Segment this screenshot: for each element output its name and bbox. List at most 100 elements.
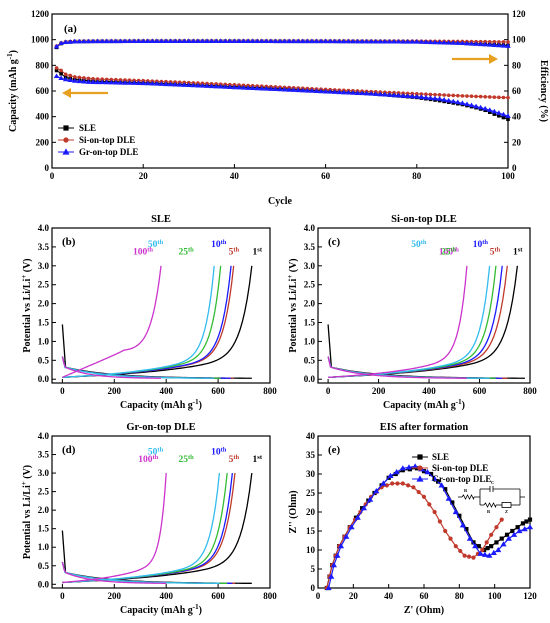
y-axis-title-d-part: + — [20, 481, 28, 485]
y-axis-title-e: Z'' (Ohm) — [288, 490, 299, 533]
data-point-a-2 — [473, 103, 479, 109]
data-point-a-5 — [181, 38, 188, 44]
data-point-a-5 — [300, 38, 306, 44]
data-point-e-0 — [515, 525, 520, 530]
data-point-a-2 — [386, 92, 393, 97]
data-point-e-1 — [458, 548, 463, 554]
data-point-a-5 — [363, 38, 370, 44]
data-point-a-2 — [245, 85, 251, 90]
data-point-a-5 — [208, 38, 215, 44]
data-point-e-0 — [476, 544, 481, 549]
data-point-a-2 — [345, 89, 352, 95]
data-point-a-2 — [172, 81, 178, 87]
y-tick-label-e: 5 — [311, 564, 316, 574]
data-point-a-5 — [418, 39, 425, 44]
data-point-e-2 — [431, 475, 438, 481]
data-point-a-5 — [318, 38, 324, 44]
data-point-e-0 — [471, 540, 476, 545]
data-point-e-2 — [380, 480, 387, 486]
data-point-e-2 — [511, 531, 518, 537]
y-tick-label-a: 0 — [45, 163, 50, 173]
data-point-a-1 — [123, 78, 127, 82]
data-point-a-1 — [474, 94, 478, 99]
cycle-label-b: 100th — [133, 246, 153, 258]
data-point-a-5 — [144, 38, 151, 44]
x-tick-label-d: 0 — [60, 591, 65, 601]
data-point-e-1 — [411, 485, 416, 490]
x-axis-title-d-part: -1 — [193, 603, 199, 611]
series-line-a-2 — [56, 75, 509, 117]
y-axis-title-a-part: ) — [8, 50, 19, 53]
panel-title-e: EIS after formation — [380, 422, 469, 433]
data-point-a-1 — [54, 66, 59, 70]
data-point-a-1 — [469, 94, 474, 99]
series-line-e-0 — [326, 467, 531, 589]
data-point-a-2 — [204, 83, 210, 88]
data-point-a-5 — [167, 38, 174, 44]
y2-tick-label-a: 120 — [512, 9, 526, 19]
x-tick-label-b: 600 — [211, 386, 225, 396]
cycle-label-suffix: th — [147, 246, 153, 253]
data-point-a-2 — [108, 79, 115, 85]
data-point-a-2 — [336, 89, 343, 95]
x-tick-label-b: 200 — [108, 386, 122, 396]
data-point-a-1 — [506, 95, 510, 100]
data-point-e-2 — [438, 482, 445, 488]
y2-tick-label-a: 20 — [512, 137, 522, 147]
x-tick-label-b: 400 — [159, 386, 173, 396]
series-line-a-5 — [56, 40, 509, 48]
data-point-e-2 — [330, 562, 337, 568]
cycle-label-d: 100th — [138, 454, 158, 466]
cycle-label-d: 25th — [178, 454, 194, 466]
data-point-a-5 — [286, 38, 292, 44]
discharge-curve-b-2 — [61, 356, 232, 379]
data-point-e-2 — [412, 463, 419, 469]
cycle-label-b: 5th — [229, 246, 240, 258]
panel-letter-e: (e) — [328, 444, 341, 456]
y-tick-label-e: 10 — [306, 545, 316, 555]
data-point-e-2 — [399, 465, 406, 471]
x-tick-label-e: 80 — [455, 591, 465, 601]
data-point-a-5 — [199, 38, 206, 44]
data-point-a-5 — [400, 38, 406, 44]
x-tick-label-e: 40 — [384, 591, 394, 601]
data-point-a-5 — [249, 38, 256, 44]
series-line-e-1 — [326, 482, 503, 589]
data-point-a-2 — [464, 101, 470, 107]
legend-label-e: SLE — [432, 452, 449, 462]
data-point-e-1 — [384, 483, 389, 488]
data-point-a-1 — [118, 78, 123, 82]
data-point-a-5 — [122, 38, 128, 44]
data-point-a-2 — [505, 113, 511, 118]
data-point-e-1 — [466, 554, 472, 559]
data-point-e-2 — [490, 549, 497, 555]
y-tick-label-a: 400 — [36, 112, 50, 122]
data-point-a-5 — [154, 38, 160, 44]
resistor-icon — [483, 502, 497, 509]
data-point-a-2 — [496, 110, 502, 115]
data-point-a-5 — [236, 38, 242, 44]
data-point-a-2 — [427, 95, 434, 100]
data-point-a-1 — [483, 94, 488, 99]
data-point-e-1 — [390, 481, 395, 486]
data-point-a-2 — [94, 79, 101, 85]
data-point-a-2 — [318, 88, 324, 94]
cycle-label-number: 10 — [211, 240, 221, 250]
data-point-a-5 — [204, 38, 210, 44]
x-tick-label-e: 60 — [420, 591, 430, 601]
charge-curve-d-1 — [62, 472, 236, 584]
data-point-e-0 — [520, 521, 526, 526]
y-tick-label-e: 30 — [306, 469, 316, 479]
discharge-curve-d-5 — [61, 561, 167, 584]
data-point-a-5 — [272, 38, 279, 44]
data-point-a-1 — [82, 76, 86, 80]
plot-frame-e — [317, 435, 531, 589]
cycle-label-suffix: th — [221, 446, 227, 453]
data-point-a-2 — [418, 94, 425, 100]
data-point-a-5 — [81, 38, 87, 44]
x-tick-label-d: 400 — [159, 591, 173, 601]
data-point-a-5 — [313, 38, 320, 44]
y-tick-label-e: 25 — [306, 488, 316, 498]
y-tick-label-b: 0.5 — [38, 355, 50, 365]
y-axis-title-d-part: (V) — [22, 465, 33, 481]
